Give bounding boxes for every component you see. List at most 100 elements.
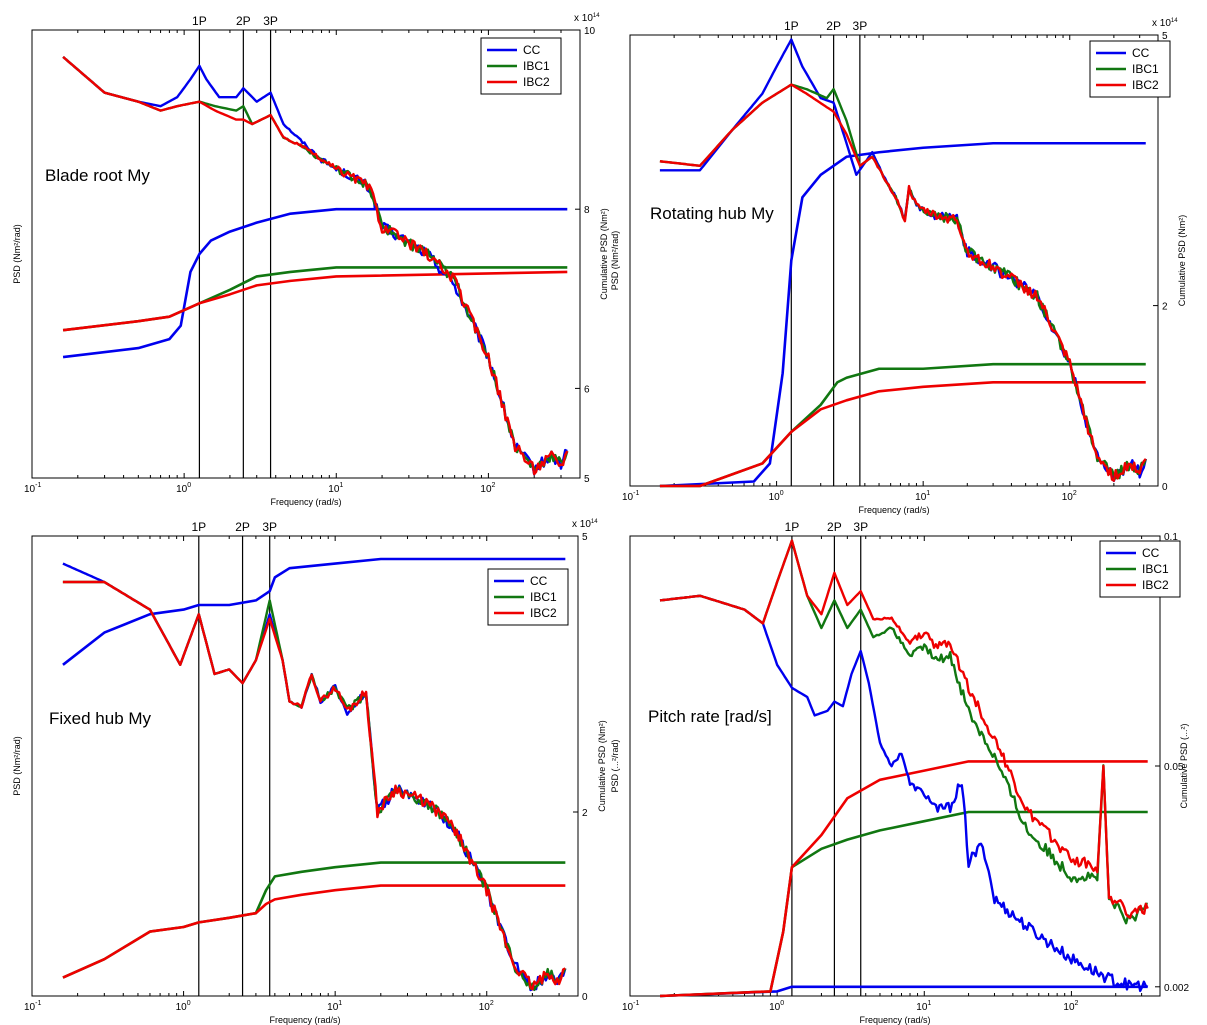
x-tick-label: 101 <box>327 1000 342 1013</box>
y2-tick-label: 0.1 <box>1164 532 1178 543</box>
x-tick-label: 100 <box>176 1000 191 1013</box>
x-tick-label: 100 <box>769 490 784 503</box>
psd-line-IBC2 <box>659 83 1147 482</box>
chart-panel-3: 10-1 100 101 102 Frequency (rad/s) PSD (Nm²/r… <box>12 519 607 1025</box>
x-axis-label: Frequency (rad/s) <box>270 497 341 507</box>
psd-line-IBC1 <box>62 56 569 470</box>
legend-label-IBC2: IBC2 <box>523 75 550 89</box>
cumulative-line-IBC2 <box>659 760 1148 998</box>
legend: CC IBC1 IBC2 <box>480 37 562 95</box>
x-tick-label: 101 <box>916 1000 931 1013</box>
x-tick-label: 101 <box>915 490 930 503</box>
y-axis-label: PSD (Nm²/rad) <box>12 224 22 284</box>
harmonic-label-3P: 3P <box>853 19 868 33</box>
x-tick-label: 10-1 <box>24 482 41 495</box>
x-tick-label: 102 <box>479 1000 494 1013</box>
harmonic-label-1P: 1P <box>191 520 206 534</box>
legend-label-IBC1: IBC1 <box>1142 562 1169 576</box>
harmonic-label-2P: 2P <box>235 520 250 534</box>
y2-multiplier: x 1014 <box>1152 18 1178 29</box>
legend-label-IBC1: IBC1 <box>530 590 557 604</box>
legend-label-IBC2: IBC2 <box>530 606 557 620</box>
y2-tick-label: 2 <box>1162 302 1168 313</box>
psd-line-IBC1 <box>659 539 1148 925</box>
psd-line-CC <box>62 56 568 476</box>
harmonic-label-1P: 1P <box>785 520 800 534</box>
plot-frame <box>31 29 581 479</box>
psd-line-IBC1 <box>62 580 567 992</box>
chart-panel-4: 10-1 100 101 102 Frequency (rad/s) PSD (...²/… <box>610 520 1189 1025</box>
harmonic-label-1P: 1P <box>192 14 207 28</box>
chart-panel-2: 10-1 100 101 102 Frequency (rad/s) PSD (Nm²/r… <box>610 18 1187 515</box>
harmonic-label-3P: 3P <box>853 520 868 534</box>
y2-multiplier: x 1014 <box>574 13 600 24</box>
x-tick-label: 10-1 <box>24 1000 41 1013</box>
plot-frame <box>629 34 1159 487</box>
x-tick-label: 101 <box>328 482 343 495</box>
plot-frame <box>31 535 579 997</box>
legend: CC IBC1 IBC2 <box>487 568 569 626</box>
cumulative-line-IBC2 <box>62 884 566 979</box>
panel-title: Fixed hub My <box>49 709 152 728</box>
y-axis-label: PSD (...²/rad) <box>610 739 620 792</box>
legend-label-IBC2: IBC2 <box>1132 78 1159 92</box>
x-tick-label: 10-1 <box>622 490 639 503</box>
cumulative-line-CC <box>659 141 1146 488</box>
y2-axis-label: Cumulative PSD (Nm²) <box>597 720 607 812</box>
harmonic-label-3P: 3P <box>262 520 277 534</box>
panel-title: Blade root My <box>45 166 150 185</box>
y2-tick-label: 0 <box>582 992 588 1003</box>
y2-tick-label: 0 <box>1162 482 1168 493</box>
y2-tick-label: 2 <box>582 808 588 819</box>
cumulative-line-IBC2 <box>659 380 1146 488</box>
harmonic-label-2P: 2P <box>827 520 842 534</box>
cumulative-line-CC <box>62 557 566 666</box>
cumulative-line-IBC2 <box>62 270 568 332</box>
x-tick-label: 102 <box>480 482 495 495</box>
legend: CC IBC1 IBC2 <box>1099 540 1181 598</box>
x-tick-label: 102 <box>1062 490 1077 503</box>
y2-multiplier: x 1014 <box>572 519 598 530</box>
legend-label-CC: CC <box>523 43 541 57</box>
y2-tick-label: 0.002 <box>1164 983 1189 994</box>
y2-axis-label: Cumulative PSD (...²) <box>1179 723 1189 808</box>
psd-line-IBC2 <box>62 580 566 991</box>
legend-label-IBC1: IBC1 <box>523 59 550 73</box>
y2-tick-label: 8 <box>584 205 590 216</box>
panel-title: Rotating hub My <box>650 204 774 223</box>
psd-line-CC <box>62 562 567 992</box>
harmonic-label-2P: 2P <box>236 14 251 28</box>
y-axis-label: PSD (Nm²/rad) <box>610 231 620 291</box>
y2-tick-label: 0.05 <box>1164 762 1184 773</box>
harmonic-label-1P: 1P <box>784 19 799 33</box>
cumulative-line-IBC1 <box>659 810 1148 998</box>
legend-label-CC: CC <box>1142 546 1160 560</box>
psd-line-CC <box>659 38 1147 483</box>
y2-tick-label: 5 <box>1162 31 1168 42</box>
panel-title: Pitch rate [rad/s] <box>648 707 772 726</box>
x-axis-label: Frequency (rad/s) <box>269 1015 340 1025</box>
psd-line-IBC2 <box>659 539 1149 919</box>
y-axis-label: PSD (Nm²/rad) <box>12 736 22 796</box>
plot-frame <box>629 535 1161 997</box>
legend-label-IBC2: IBC2 <box>1142 578 1169 592</box>
x-axis-label: Frequency (rad/s) <box>858 505 929 515</box>
legend-label-CC: CC <box>1132 46 1150 60</box>
legend-label-CC: CC <box>530 574 548 588</box>
legend-label-IBC1: IBC1 <box>1132 62 1159 76</box>
x-axis-label: Frequency (rad/s) <box>859 1015 930 1025</box>
psd-line-IBC2 <box>62 56 569 476</box>
cumulative-line-IBC1 <box>62 861 566 979</box>
y2-tick-label: 6 <box>584 384 590 395</box>
x-tick-label: 10-1 <box>622 1000 639 1013</box>
legend: CC IBC1 IBC2 <box>1089 40 1171 98</box>
x-tick-label: 100 <box>769 1000 784 1013</box>
chart-panel-1: 10-1 100 101 102 Frequency (rad/s) PSD (Nm²/r… <box>12 13 609 507</box>
cumulative-line-CC <box>62 207 568 359</box>
y2-axis-label: Cumulative PSD (Nm²) <box>599 208 609 300</box>
x-tick-label: 102 <box>1063 1000 1078 1013</box>
y2-axis-label: Cumulative PSD (Nm²) <box>1177 215 1187 307</box>
harmonic-label-2P: 2P <box>826 19 841 33</box>
psd-line-CC <box>659 594 1149 993</box>
